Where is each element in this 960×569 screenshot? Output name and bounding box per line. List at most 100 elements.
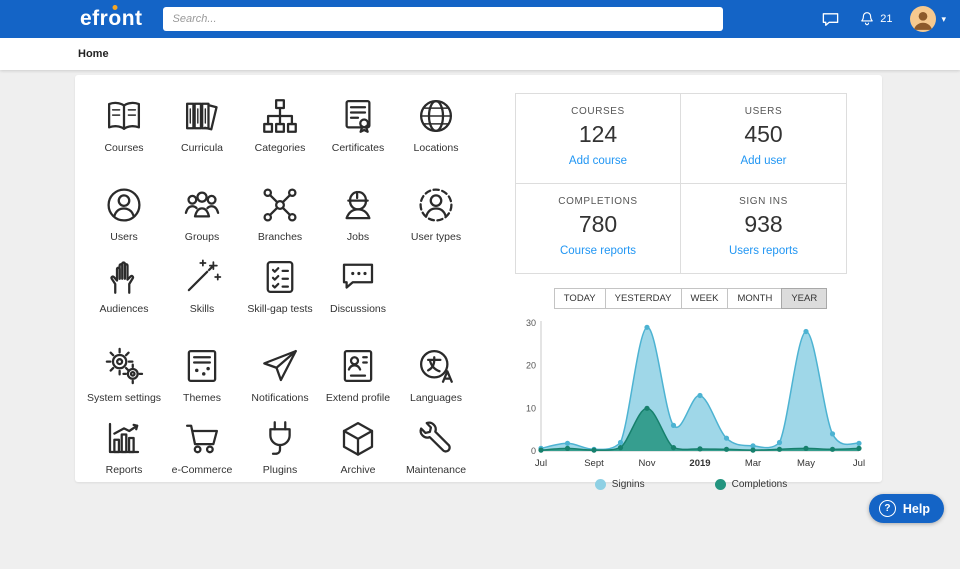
notification-count: 21 xyxy=(880,13,893,25)
menu-item-e-commerce[interactable]: e-Commerce xyxy=(163,417,241,476)
menu-item-user-types[interactable]: User types xyxy=(397,184,475,243)
languages-icon xyxy=(419,349,453,383)
menu-item-discussions[interactable]: Discussions xyxy=(319,256,397,315)
legend-dot-completions xyxy=(714,479,726,490)
dashboard-panel: Courses Curricula Categories Certificates Lo… xyxy=(75,75,882,490)
search-input[interactable] xyxy=(162,7,723,31)
menu-item-label: System settings xyxy=(86,392,162,404)
user-menu[interactable]: ▾ xyxy=(910,6,946,32)
chevron-down-icon: ▾ xyxy=(941,13,946,24)
categories-icon xyxy=(263,99,297,133)
stat-card-completions: COMPLETIONS 780 Course reports xyxy=(516,184,681,273)
menu-item-label: Extend profile xyxy=(325,392,391,404)
stat-value: 780 xyxy=(578,211,618,237)
tab-month[interactable]: MONTH xyxy=(727,288,783,309)
stat-title: COMPLETIONS xyxy=(558,196,638,207)
stat-link-add-course[interactable]: Add course xyxy=(568,155,628,167)
chart-range-tabs: TODAY YESTERDAY WEEK MONTH YEAR xyxy=(515,288,867,309)
e-commerce-icon xyxy=(185,424,219,454)
menu-item-skills[interactable]: Skills xyxy=(163,256,241,315)
menu-item-label: Skills xyxy=(189,303,215,315)
menu-item-label: Jobs xyxy=(346,231,370,243)
menu-item-extend-profile[interactable]: Extend profile xyxy=(319,345,397,404)
menu-item-maintenance[interactable]: Maintenance xyxy=(397,417,475,476)
stat-card-users: USERS 450 Add user xyxy=(681,94,846,184)
activity-chart: 0 10 20 30 Jul Sept Nov 2019 Mar May Jul xyxy=(526,318,865,469)
skills-icon xyxy=(187,259,222,292)
menu-item-label: Users xyxy=(110,231,138,243)
stat-link-users-reports[interactable]: Users reports xyxy=(728,245,799,257)
plugins-icon xyxy=(269,421,291,455)
help-label: Help xyxy=(902,501,930,516)
menu-item-categories[interactable]: Categories xyxy=(241,95,319,154)
menu-item-system-settings[interactable]: System settings xyxy=(85,345,163,404)
jobs-icon xyxy=(345,190,371,220)
courses-icon xyxy=(107,101,141,130)
menu-item-archive[interactable]: Archive xyxy=(319,417,397,476)
menu-item-label: Certificates xyxy=(331,142,385,154)
legend-label: Completions xyxy=(731,479,788,490)
menu-item-skill-gap-tests[interactable]: Skill-gap tests xyxy=(241,256,319,315)
menu-item-locations[interactable]: Locations xyxy=(397,95,475,154)
legend-dot-signins xyxy=(594,479,606,490)
svg-text:Sept: Sept xyxy=(584,458,604,469)
menu-item-courses[interactable]: Courses xyxy=(85,95,163,154)
menu-item-jobs[interactable]: Jobs xyxy=(319,184,397,243)
menu-item-certificates[interactable]: Certificates xyxy=(319,95,397,154)
svg-text:Mar: Mar xyxy=(745,458,761,469)
system-settings-icon xyxy=(105,347,144,385)
archive-icon xyxy=(342,421,374,456)
svg-text:0: 0 xyxy=(531,446,536,456)
stat-title: SIGN INS xyxy=(739,196,788,207)
menu-item-label: Discussions xyxy=(329,303,387,315)
help-button[interactable]: ? Help xyxy=(868,494,944,523)
discussions-icon xyxy=(342,263,374,289)
locations-icon xyxy=(419,99,453,133)
breadcrumb-home[interactable]: Home xyxy=(78,48,109,60)
menu-item-label: Locations xyxy=(413,142,459,154)
chart-legend: Signins Completions xyxy=(515,479,867,490)
user-types-icon xyxy=(419,188,453,222)
menu-item-themes[interactable]: Themes xyxy=(163,345,241,404)
stats-grid: COURSES 124 Add course USERS 450 Add user COMP… xyxy=(515,93,847,274)
menu-item-groups[interactable]: Groups xyxy=(163,184,241,243)
menu-item-languages[interactable]: Languages xyxy=(397,345,475,404)
messages-icon[interactable] xyxy=(821,10,840,29)
stat-link-add-user[interactable]: Add user xyxy=(740,155,787,167)
menu-item-branches[interactable]: Branches xyxy=(241,184,319,243)
help-icon: ? xyxy=(878,500,896,517)
menu-item-users[interactable]: Users xyxy=(85,184,163,243)
menu-item-plugins[interactable]: Plugins xyxy=(241,417,319,476)
stat-value: 450 xyxy=(744,121,783,147)
menu-item-notifications[interactable]: Notifications xyxy=(241,345,319,404)
menu-item-label: Curricula xyxy=(180,142,223,154)
extend-profile-icon xyxy=(343,349,373,383)
tab-week[interactable]: WEEK xyxy=(680,288,729,309)
notifications-bell[interactable]: 21 xyxy=(858,10,892,28)
icon-menu: Courses Curricula Categories Certificates Lo… xyxy=(85,95,495,506)
menu-item-audiences[interactable]: Audiences xyxy=(85,256,163,315)
svg-text:Jul: Jul xyxy=(535,458,547,469)
skill-gap-tests-icon xyxy=(266,260,294,294)
stat-value: 938 xyxy=(744,211,783,237)
users-icon xyxy=(107,188,141,222)
tab-yesterday[interactable]: YESTERDAY xyxy=(604,288,682,309)
stat-value: 124 xyxy=(578,121,618,147)
menu-item-curricula[interactable]: Curricula xyxy=(163,95,241,154)
efront-logo[interactable]: efr o nt xyxy=(80,5,143,30)
svg-text:30: 30 xyxy=(526,318,536,328)
menu-item-label: Notifications xyxy=(251,392,309,404)
logo-text: efr xyxy=(80,7,109,30)
tab-year[interactable]: YEAR xyxy=(781,288,828,309)
svg-text:Nov: Nov xyxy=(639,458,656,469)
menu-item-reports[interactable]: Reports xyxy=(85,417,163,476)
menu-item-label: User types xyxy=(410,231,462,243)
stat-title: USERS xyxy=(744,106,783,117)
stats-and-chart: COURSES 124 Add course USERS 450 Add user COMP… xyxy=(515,93,867,490)
menu-item-label: Groups xyxy=(184,231,220,243)
tab-today[interactable]: TODAY xyxy=(553,288,606,309)
certificates-icon xyxy=(345,99,371,133)
menu-item-label: Audiences xyxy=(99,303,149,315)
stat-link-course-reports[interactable]: Course reports xyxy=(559,245,637,257)
svg-text:20: 20 xyxy=(526,361,536,371)
